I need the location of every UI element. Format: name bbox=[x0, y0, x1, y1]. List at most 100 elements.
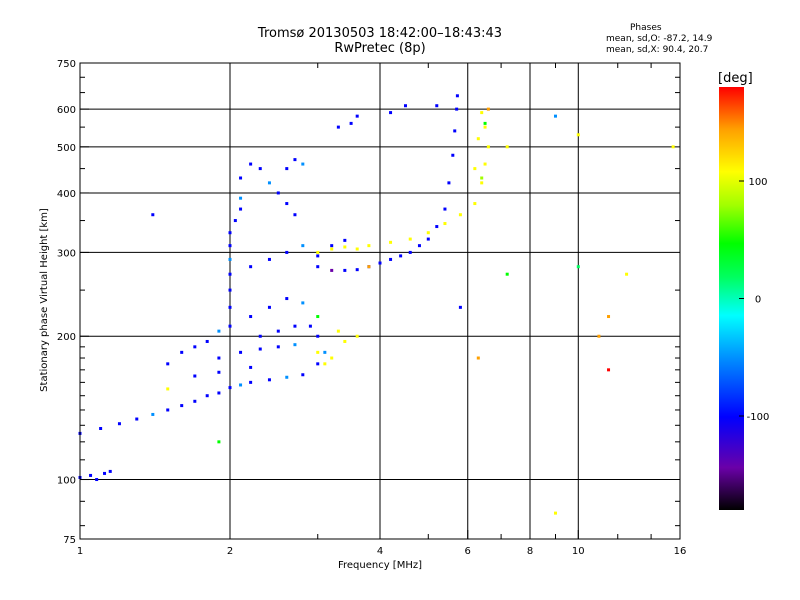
data-point bbox=[323, 350, 327, 354]
y-tick-label: 500 bbox=[57, 143, 76, 154]
data-point bbox=[316, 254, 320, 258]
data-point bbox=[103, 471, 107, 475]
data-point bbox=[205, 339, 209, 343]
data-point bbox=[285, 375, 289, 379]
data-point bbox=[285, 167, 289, 171]
data-point bbox=[443, 222, 447, 226]
data-point bbox=[228, 231, 232, 235]
data-point bbox=[117, 422, 121, 426]
data-point bbox=[228, 288, 232, 292]
data-point bbox=[258, 347, 262, 351]
data-point bbox=[336, 125, 340, 129]
data-point bbox=[228, 305, 232, 309]
data-point bbox=[233, 219, 237, 223]
data-point bbox=[193, 399, 197, 403]
data-point bbox=[367, 244, 371, 248]
data-point bbox=[330, 356, 334, 360]
data-point bbox=[180, 404, 184, 408]
data-point bbox=[455, 107, 459, 111]
data-point bbox=[239, 207, 243, 211]
data-point bbox=[239, 176, 243, 180]
data-point bbox=[267, 181, 271, 185]
data-point bbox=[349, 121, 353, 125]
data-point bbox=[378, 261, 382, 265]
data-point bbox=[166, 408, 170, 412]
data-point bbox=[330, 268, 334, 272]
colorbar-unit-label: [deg] bbox=[718, 71, 753, 86]
data-point bbox=[151, 213, 155, 217]
data-point bbox=[453, 129, 457, 133]
phases-o-stats: mean, sd,O: -87.2, 14.9 bbox=[606, 34, 713, 44]
data-point bbox=[553, 511, 557, 515]
grid-lines bbox=[80, 63, 680, 539]
data-point bbox=[258, 334, 262, 338]
data-point bbox=[607, 368, 611, 372]
data-point bbox=[293, 324, 297, 328]
data-point bbox=[151, 412, 155, 416]
data-point bbox=[671, 145, 675, 149]
data-point bbox=[301, 162, 305, 166]
data-point bbox=[343, 245, 347, 249]
data-point bbox=[480, 111, 484, 115]
data-point bbox=[473, 167, 477, 171]
data-point bbox=[316, 250, 320, 254]
data-point bbox=[89, 473, 93, 477]
data-point bbox=[239, 350, 243, 354]
data-point bbox=[458, 213, 462, 217]
data-point bbox=[217, 391, 221, 395]
data-point bbox=[285, 250, 289, 254]
data-point bbox=[483, 125, 487, 129]
chart-title-line1: Tromsø 20130503 18:42:00–18:43:43 bbox=[257, 26, 503, 41]
data-point bbox=[576, 265, 580, 269]
colorbar-tick-label: -100 bbox=[747, 412, 770, 423]
data-point bbox=[403, 104, 407, 108]
data-point bbox=[276, 345, 280, 349]
data-point bbox=[258, 167, 262, 171]
data-point bbox=[316, 362, 320, 366]
data-point bbox=[355, 114, 359, 118]
data-point bbox=[249, 315, 253, 319]
data-point bbox=[505, 145, 509, 149]
data-point bbox=[166, 387, 170, 391]
data-point bbox=[389, 240, 393, 244]
data-point bbox=[435, 225, 439, 229]
x-tick-label: 16 bbox=[674, 546, 687, 557]
data-point bbox=[355, 268, 359, 272]
data-point bbox=[285, 202, 289, 206]
data-point bbox=[267, 305, 271, 309]
data-point bbox=[293, 158, 297, 162]
data-point bbox=[267, 378, 271, 382]
y-tick-label: 600 bbox=[57, 105, 76, 116]
data-point bbox=[336, 329, 340, 333]
data-point bbox=[316, 350, 320, 354]
data-point bbox=[193, 374, 197, 378]
data-point bbox=[625, 272, 629, 276]
data-point bbox=[276, 329, 280, 333]
data-point bbox=[408, 250, 412, 254]
data-point bbox=[330, 244, 334, 248]
data-point bbox=[330, 247, 334, 251]
data-point bbox=[417, 244, 421, 248]
data-point bbox=[217, 370, 221, 374]
data-point bbox=[483, 162, 487, 166]
data-point bbox=[355, 247, 359, 251]
x-tick-label: 6 bbox=[465, 546, 471, 557]
data-point bbox=[217, 356, 221, 360]
data-point bbox=[249, 265, 253, 269]
y-tick-label: 200 bbox=[57, 332, 76, 343]
data-point bbox=[447, 181, 451, 185]
y-tick-label: 75 bbox=[63, 535, 76, 546]
data-point bbox=[135, 417, 139, 421]
y-tick-label: 300 bbox=[57, 248, 76, 259]
data-point bbox=[228, 272, 232, 276]
x-tick-label: 4 bbox=[377, 546, 383, 557]
data-point bbox=[293, 213, 297, 217]
data-point bbox=[607, 315, 611, 319]
x-tick-label: 8 bbox=[527, 546, 533, 557]
data-point bbox=[480, 181, 484, 185]
data-point bbox=[95, 478, 99, 482]
data-point bbox=[301, 373, 305, 377]
data-point bbox=[180, 350, 184, 354]
data-point bbox=[166, 362, 170, 366]
